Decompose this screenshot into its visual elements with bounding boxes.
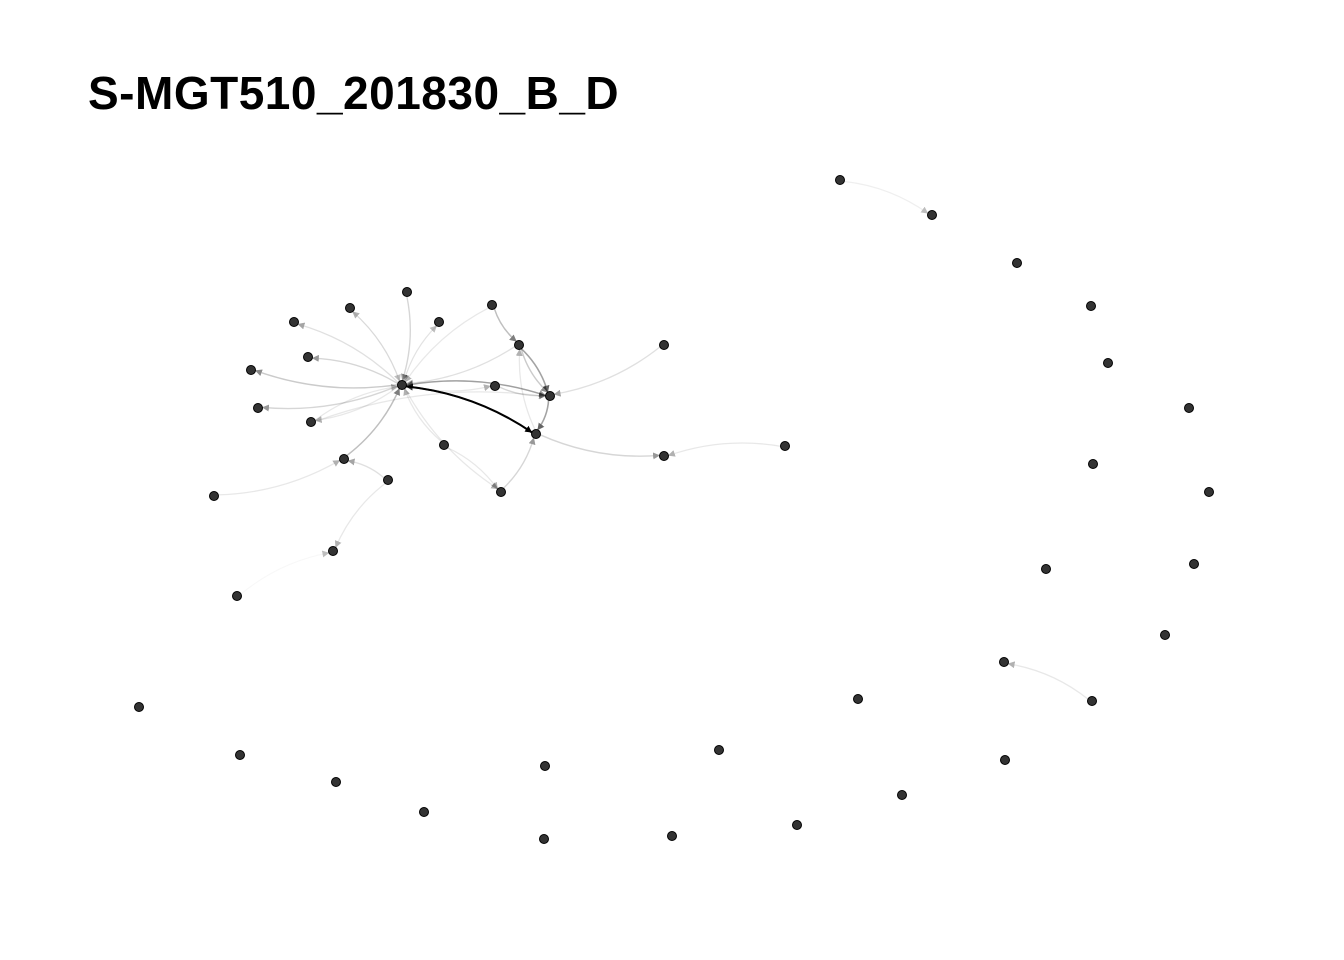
graph-node — [496, 487, 506, 497]
graph-edge — [403, 325, 438, 382]
graph-edge — [297, 322, 400, 384]
graph-node — [1000, 755, 1010, 765]
nodes-layer — [134, 175, 1214, 844]
graph-node — [232, 591, 242, 601]
graph-node — [1012, 258, 1022, 268]
graph-edge — [314, 385, 399, 424]
graph-node — [306, 417, 316, 427]
graph-edge — [405, 383, 533, 434]
graph-node — [246, 365, 256, 375]
graph-edge — [314, 391, 547, 423]
graph-edge — [254, 369, 399, 389]
graph-edge — [217, 459, 341, 496]
graph-edge — [446, 446, 499, 490]
graph-node — [531, 429, 541, 439]
graph-edge — [351, 310, 401, 382]
graph-edge — [553, 346, 661, 397]
graph-edge — [520, 348, 549, 394]
graph-edge — [405, 380, 547, 397]
graph-node — [490, 381, 500, 391]
edges-layer — [217, 180, 1089, 700]
graph-edge — [346, 387, 401, 457]
graph-node — [897, 790, 907, 800]
graph-edge — [536, 399, 550, 431]
graph-node — [1160, 630, 1170, 640]
graph-edge — [404, 307, 490, 383]
graph-node — [134, 702, 144, 712]
graph-edge — [405, 380, 547, 397]
graph-node — [383, 475, 393, 485]
graph-edge — [1007, 661, 1089, 700]
graph-edge — [515, 348, 536, 431]
chart-title: S-MGT510_201830_B_D — [88, 67, 620, 119]
graph-node — [667, 831, 677, 841]
graph-node — [209, 491, 219, 501]
graph-node — [434, 317, 444, 327]
graph-node — [659, 340, 669, 350]
graph-node — [402, 287, 412, 297]
graph-edge — [351, 310, 401, 382]
graph-node — [419, 807, 429, 817]
graph-node — [303, 352, 313, 362]
graph-node — [999, 657, 1009, 667]
graph-edge — [403, 388, 443, 443]
graph-node — [792, 820, 802, 830]
graph-edge — [401, 295, 412, 382]
graph-node — [1103, 358, 1113, 368]
graph-node — [780, 441, 790, 451]
graph-node — [545, 391, 555, 401]
graph-node — [853, 694, 863, 704]
graph-edge — [321, 550, 330, 558]
graph-edge — [493, 308, 518, 343]
graph-node — [1184, 403, 1194, 413]
graph-node — [345, 303, 355, 313]
graph-node — [927, 210, 937, 220]
graph-node — [253, 403, 263, 413]
graph-node — [714, 745, 724, 755]
graph-node — [539, 834, 549, 844]
graph-edge — [334, 482, 386, 549]
graph-edge — [843, 180, 929, 215]
graph-edge — [667, 442, 782, 457]
graph-edge — [311, 354, 399, 385]
graph-node — [1204, 487, 1214, 497]
graph-node — [487, 300, 497, 310]
graph-edge — [261, 384, 399, 412]
graph-edge — [498, 386, 547, 400]
graph-node — [1088, 459, 1098, 469]
graph-node — [835, 175, 845, 185]
graph-node — [1041, 564, 1051, 574]
graph-edge — [347, 458, 385, 479]
graph-node — [289, 317, 299, 327]
graph-edge — [539, 434, 661, 460]
graph-node — [235, 750, 245, 760]
graph-node — [1086, 301, 1096, 311]
graph-edge — [405, 345, 516, 387]
graph-node — [514, 340, 524, 350]
graph-edge — [502, 437, 536, 490]
graph-node — [397, 380, 407, 390]
graph-node — [328, 546, 338, 556]
graph-node — [339, 454, 349, 464]
graph-node — [659, 451, 669, 461]
graph-node — [331, 777, 341, 787]
graph-edge — [520, 347, 550, 393]
graph-edge — [314, 383, 399, 422]
graph-node — [1087, 696, 1097, 706]
graph-node — [1189, 559, 1199, 569]
graph-node — [439, 440, 449, 450]
graph-node — [540, 761, 550, 771]
